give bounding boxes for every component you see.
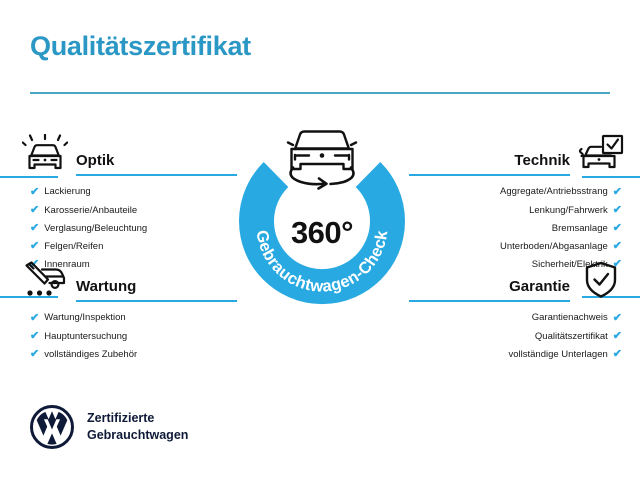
list-item: ✔ Unterboden/Abgasanlage	[409, 238, 624, 256]
car-shine-icon	[22, 134, 68, 176]
header-divider	[30, 92, 610, 94]
check-icon: ✔	[612, 311, 622, 324]
section-technik-title: Technik	[514, 151, 570, 169]
list-item-label: vollständige Unterlagen	[508, 348, 608, 360]
section-garantie-header: Garantie	[409, 256, 624, 302]
section-wartung-list: ✔ Wartung/Inspektion ✔ Hauptuntersuchung ✔…	[22, 309, 237, 364]
badge-ring	[239, 162, 405, 305]
car-service-pen-icon	[22, 260, 68, 302]
section-optik: Optik ✔ Lackierung ✔ Karosserie/Anbauteile…	[22, 130, 237, 274]
list-item-label: Garantienachweis	[531, 312, 608, 324]
connector-dash-left-bottom	[0, 296, 58, 298]
check-icon: ✔	[612, 347, 622, 360]
list-item-label: Lenkung/Fahrwerk	[529, 204, 608, 216]
list-item: ✔ Verglasung/Beleuchtung	[22, 219, 237, 237]
list-item: ✔ Garantienachweis	[409, 309, 624, 327]
header: Qualitätszertifikat	[30, 31, 610, 62]
list-item-label: Lackierung	[44, 186, 91, 198]
check-icon: ✔	[612, 221, 622, 234]
section-technik: Technik ✔ Aggregate/Antriebsstrang ✔ Lenku…	[409, 130, 624, 274]
check-icon: ✔	[30, 221, 40, 234]
section-optik-header: Optik	[22, 130, 237, 176]
check-icon: ✔	[612, 240, 622, 253]
list-item-label: Sicherheit/Elektrik	[531, 259, 608, 271]
section-garantie-title: Garantie	[509, 277, 570, 295]
list-item-label: Aggregate/Antriebsstrang	[500, 186, 608, 198]
page-title: Qualitätszertifikat	[30, 31, 251, 61]
connector-dash-right-bottom	[582, 296, 640, 298]
footer-line-1: Zertifizierte	[87, 411, 155, 426]
vw-logo	[30, 405, 74, 449]
check-icon: ✔	[612, 185, 622, 198]
list-item: ✔ Wartung/Inspektion	[22, 309, 237, 327]
check-icon: ✔	[612, 203, 622, 216]
check-icon: ✔	[30, 185, 40, 198]
section-garantie-underline	[409, 300, 570, 302]
check-icon: ✔	[612, 258, 622, 271]
list-item: ✔ Aggregate/Antriebsstrang	[409, 183, 624, 201]
section-wartung-underline	[76, 300, 237, 302]
connector-dash-right-top	[582, 176, 640, 178]
check-icon: ✔	[30, 240, 40, 253]
section-technik-underline	[409, 174, 570, 176]
footer-text: Zertifizierte Gebrauchtwagen	[87, 410, 188, 444]
section-technik-header: Technik	[409, 130, 624, 176]
list-item: ✔ Lackierung	[22, 183, 237, 201]
section-technik-list: ✔ Aggregate/Antriebsstrang ✔ Lenkung/Fahrw…	[409, 183, 624, 274]
section-wartung: Wartung ✔ Wartung/Inspektion ✔ Hauptunters…	[22, 256, 237, 364]
list-item: ✔ Sicherheit/Elektrik	[409, 256, 624, 274]
list-item: ✔ Lenkung/Fahrwerk	[409, 201, 624, 219]
list-item-label: Innenraum	[44, 259, 90, 271]
section-garantie-list: ✔ Garantienachweis ✔ Qualitätszertifikat ✔…	[409, 309, 624, 364]
shield-check-icon	[578, 260, 624, 302]
section-wartung-title: Wartung	[76, 277, 137, 295]
check-icon: ✔	[612, 329, 622, 342]
list-item: ✔ Bremsanlage	[409, 219, 624, 237]
check-icon: ✔	[30, 203, 40, 216]
check-icon: ✔	[30, 311, 40, 324]
list-item: ✔ vollständige Unterlagen	[409, 345, 624, 363]
section-garantie: Garantie ✔ Garantienachweis ✔ Qualitätszer…	[409, 256, 624, 364]
list-item-label: Hauptuntersuchung	[44, 330, 128, 342]
badge-360-gebrauchtwagen-check: Gebrauchtwagen-Check 360°	[229, 113, 415, 313]
list-item-label: Felgen/Reifen	[44, 240, 104, 252]
footer-brand: Zertifizierte Gebrauchtwagen	[30, 405, 188, 449]
check-icon: ✔	[30, 347, 40, 360]
car-rotate-icon	[286, 130, 358, 190]
list-item: ✔ Felgen/Reifen	[22, 238, 237, 256]
list-item-label: Wartung/Inspektion	[44, 312, 126, 324]
check-icon: ✔	[30, 329, 40, 342]
list-item-label: Unterboden/Abgasanlage	[500, 240, 608, 252]
connector-dash-left-top	[0, 176, 58, 178]
list-item: ✔ Qualitätszertifikat	[409, 327, 624, 345]
footer-line-2: Gebrauchtwagen	[87, 428, 189, 442]
list-item-label: Qualitätszertifikat	[534, 330, 608, 342]
car-checkbox-icon	[578, 134, 624, 176]
section-wartung-header: Wartung	[22, 256, 237, 302]
list-item-label: vollständiges Zubehör	[44, 348, 138, 360]
list-item: ✔ vollständiges Zubehör	[22, 345, 237, 363]
section-optik-underline	[76, 174, 237, 176]
list-item: ✔ Karosserie/Anbauteile	[22, 201, 237, 219]
section-optik-title: Optik	[76, 151, 115, 169]
list-item-label: Bremsanlage	[551, 222, 608, 234]
list-item-label: Verglasung/Beleuchtung	[44, 222, 148, 234]
list-item: ✔ Hauptuntersuchung	[22, 327, 237, 345]
badge-center-label: 360°	[290, 215, 354, 250]
list-item-label: Karosserie/Anbauteile	[44, 204, 138, 216]
